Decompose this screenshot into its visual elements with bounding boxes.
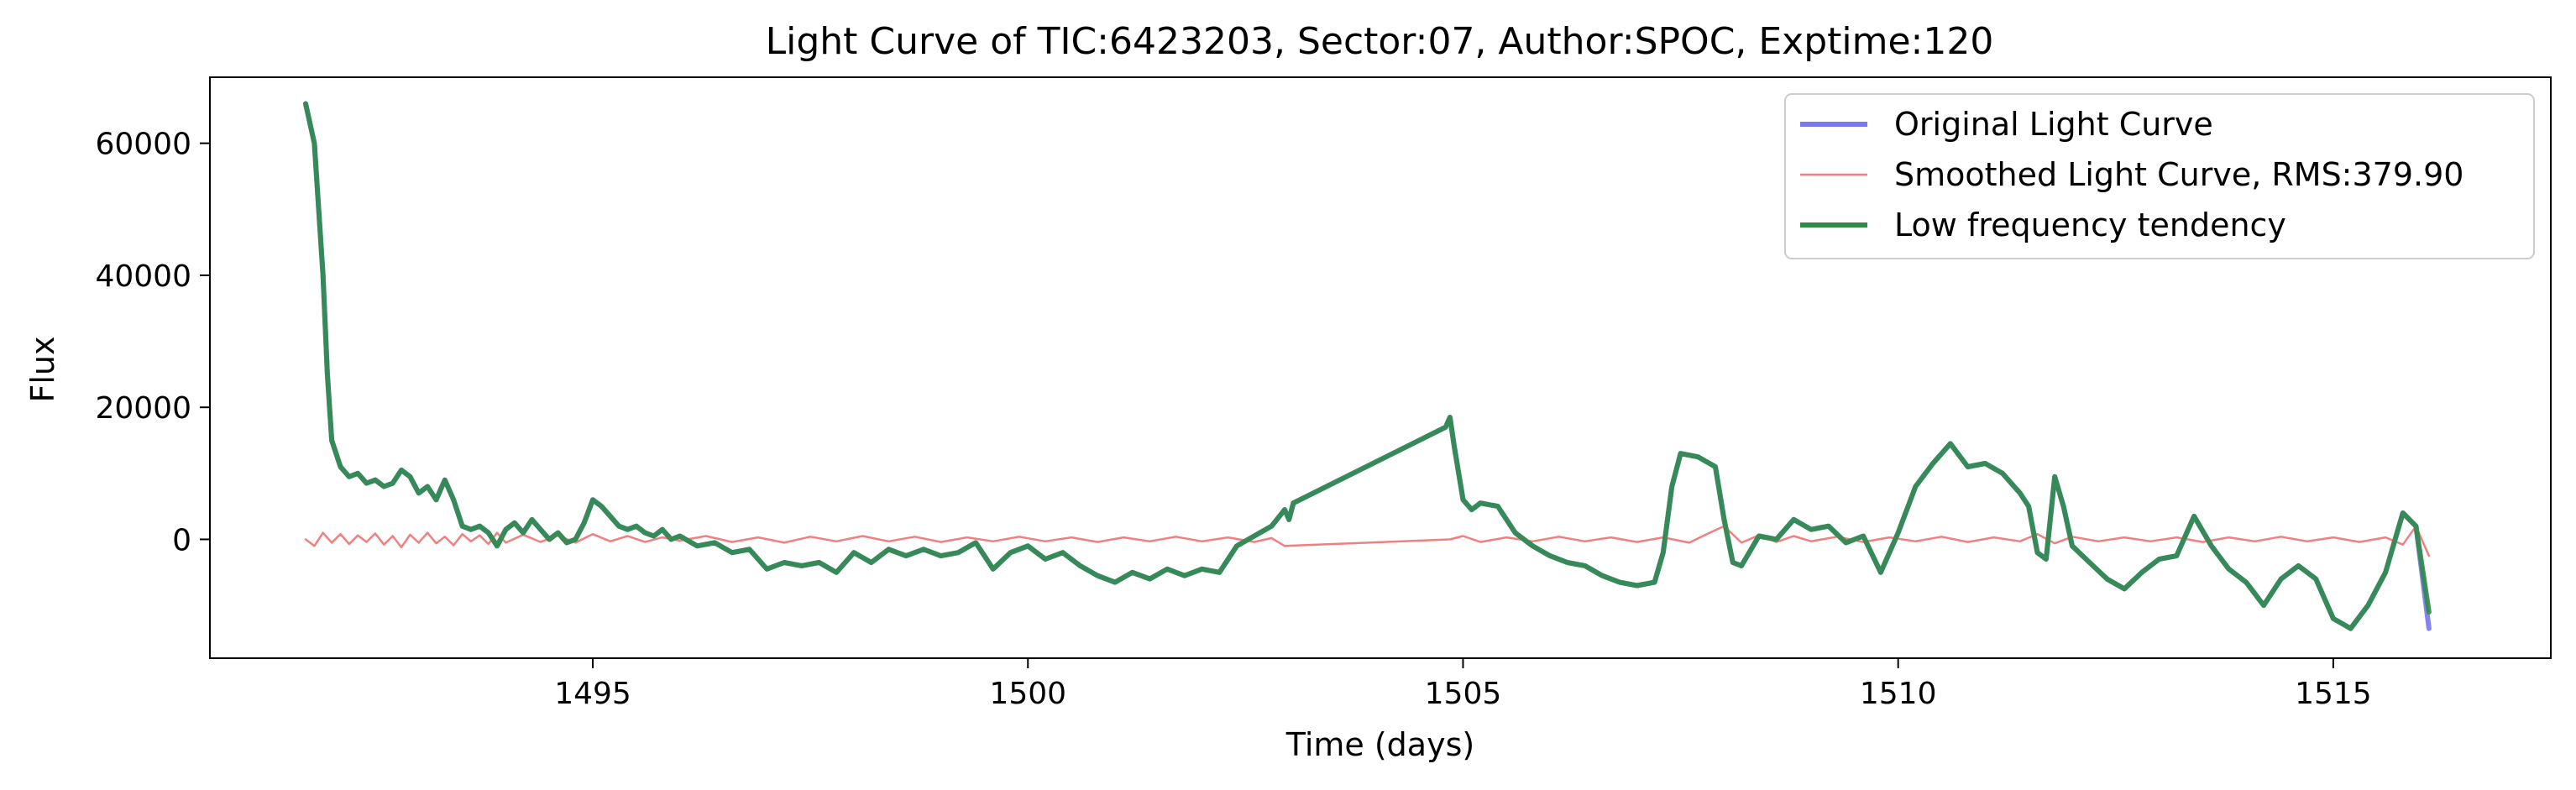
legend-entry: Smoothed Light Curve, RMS:379.90	[1894, 156, 2463, 193]
x-tick-label: 1510	[1860, 677, 1937, 711]
y-tick-label: 60000	[95, 128, 191, 162]
x-tick-label: 1505	[1425, 677, 1502, 711]
y-axis-label: Flux	[24, 337, 61, 403]
y-tick-label: 40000	[95, 259, 191, 294]
plot-area	[303, 101, 2432, 631]
chart-title: Light Curve of TIC:6423203, Sector:07, A…	[766, 20, 1994, 63]
x-axis-label: Time (days)	[1285, 726, 1474, 763]
series-line-2	[304, 525, 2431, 557]
series-line-3	[303, 101, 2432, 631]
plot-frame	[209, 76, 2552, 659]
y-axis: 0 20000 40000 60000	[95, 128, 210, 557]
legend-entry: Original Light Curve	[1894, 106, 2213, 143]
y-tick-label: 0	[172, 523, 191, 557]
x-tick-label: 1515	[2295, 677, 2372, 711]
x-tick-label: 1500	[989, 677, 1066, 711]
legend-box	[1784, 93, 2535, 259]
y-tick-label: 20000	[95, 391, 191, 426]
x-axis: 1495 1500 1505 1510 1515	[554, 658, 2372, 711]
legend-entry: Low frequency tendency	[1894, 207, 2286, 243]
legend: Original Light Curve Smoothed Light Curve…	[1784, 93, 2535, 259]
x-tick-label: 1495	[554, 677, 631, 711]
